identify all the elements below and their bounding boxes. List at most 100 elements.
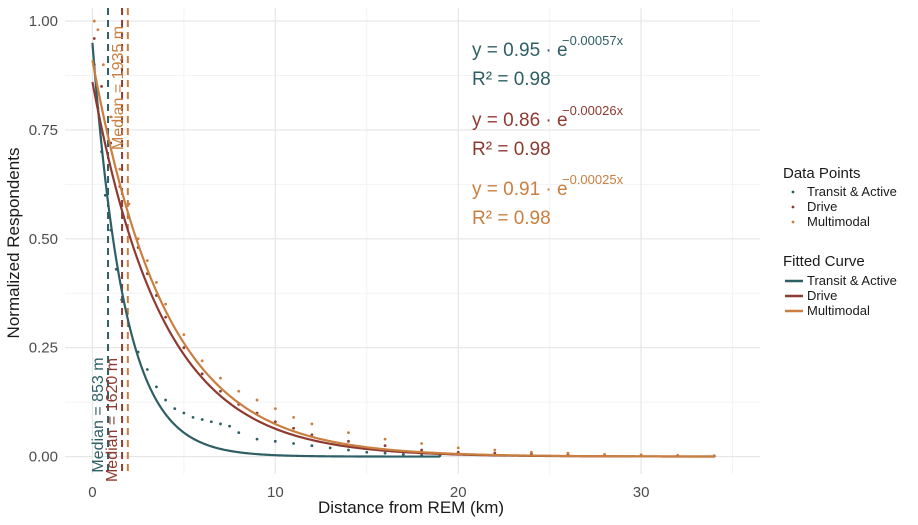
grid [65, 8, 760, 474]
x-tick-label: 10 [267, 484, 284, 501]
legend-title-fit: Fitted Curve [783, 253, 865, 270]
data-point [292, 415, 296, 419]
data-point [164, 398, 167, 402]
y-tick-label: 0.75 [29, 122, 58, 139]
data-point [493, 448, 497, 452]
y-tick-label: 0.00 [29, 449, 58, 466]
data-point [96, 28, 100, 32]
data-points [92, 19, 716, 458]
fitted-curves [91, 42, 715, 458]
data-point [164, 315, 167, 319]
y-tick-label: 1.00 [29, 13, 58, 30]
legend-fit-label: Drive [807, 288, 837, 303]
data-point [273, 407, 277, 411]
fit-r-squared: R² = 0.98 [472, 69, 551, 90]
fit-equation-exponent: −0.00057x [562, 33, 624, 48]
data-point [100, 84, 103, 88]
data-point [347, 431, 350, 435]
data-point [603, 453, 606, 456]
data-point [493, 451, 497, 455]
data-point [420, 442, 424, 445]
data-point [383, 451, 387, 455]
legend-point-key [791, 220, 795, 224]
data-point [200, 372, 204, 376]
y-tick-label: 0.25 [29, 340, 58, 357]
data-point [200, 359, 204, 363]
data-point [237, 389, 241, 393]
legend-points-label: Drive [807, 199, 837, 214]
data-point [109, 115, 113, 119]
data-point [365, 450, 369, 454]
median-label: Median = 853 m [90, 357, 107, 472]
data-point [456, 446, 460, 450]
legend-point-key [791, 205, 795, 209]
data-point [566, 451, 570, 455]
x-axis-title: Distance from REM (km) [318, 498, 504, 517]
data-point [200, 418, 204, 421]
x-tick-label: 30 [633, 484, 650, 501]
data-point [127, 202, 131, 206]
legend-point-key [791, 190, 795, 194]
data-point [273, 439, 277, 443]
data-point [401, 453, 405, 456]
data-point [92, 37, 96, 40]
axis-ticks: 0 10 20 30 0.00 0.25 0.50 0.75 1.00 [29, 13, 650, 501]
data-point [228, 424, 232, 428]
fit-equation-exponent: −0.00026x [562, 103, 624, 118]
data-point [420, 448, 424, 452]
data-point [237, 431, 241, 435]
data-point [182, 333, 186, 337]
data-point [191, 415, 195, 419]
data-point [182, 411, 186, 415]
fitted-curve [91, 60, 715, 458]
data-point [219, 422, 222, 426]
data-point [103, 193, 107, 197]
data-point [310, 444, 314, 448]
data-point [145, 259, 149, 262]
data-point [182, 346, 186, 350]
data-point [173, 407, 177, 411]
data-point [164, 302, 167, 306]
data-point [92, 19, 96, 23]
legend-points-label: Multimodal [807, 214, 870, 229]
legend-title-points: Data Points [783, 165, 861, 182]
fit-equation: y = 0.91 · e [472, 179, 568, 200]
data-point [273, 420, 277, 424]
data-point [292, 426, 296, 430]
fit-equation-exponent: −0.00025x [562, 172, 624, 187]
data-point [219, 389, 222, 393]
data-point [529, 450, 533, 454]
data-point [155, 280, 158, 284]
data-point [310, 433, 314, 437]
median-label: Median = 1935 m [110, 26, 127, 150]
fit-equation: y = 0.86 · e [472, 110, 568, 131]
fit-r-squared: R² = 0.98 [472, 139, 551, 160]
data-point [310, 422, 314, 426]
x-tick-label: 20 [450, 484, 467, 501]
data-point [102, 63, 105, 67]
legend-points-label: Transit & Active [807, 184, 897, 199]
data-point [292, 442, 296, 445]
fit-r-squared: R² = 0.98 [472, 208, 551, 229]
fit-equations: y = 0.95 · e−0.00057x R² = 0.98 y = 0.86 ·… [472, 33, 624, 229]
data-point [219, 376, 222, 380]
data-point [255, 437, 259, 441]
fitted-curve [91, 42, 440, 458]
y-axis-title: Normalized Respondents [4, 148, 23, 339]
fitted-curve [91, 81, 715, 458]
data-point [347, 439, 350, 443]
data-point [155, 385, 158, 389]
data-point [209, 420, 213, 424]
data-point [383, 444, 387, 448]
data-point [347, 448, 350, 452]
data-point [145, 368, 149, 371]
legend-fit-label: Transit & Active [807, 273, 897, 288]
data-point [118, 167, 122, 171]
data-point [328, 446, 332, 450]
data-point [255, 398, 259, 402]
x-tick-label: 0 [88, 484, 96, 501]
median-label: Median = 1620 m [104, 358, 121, 482]
